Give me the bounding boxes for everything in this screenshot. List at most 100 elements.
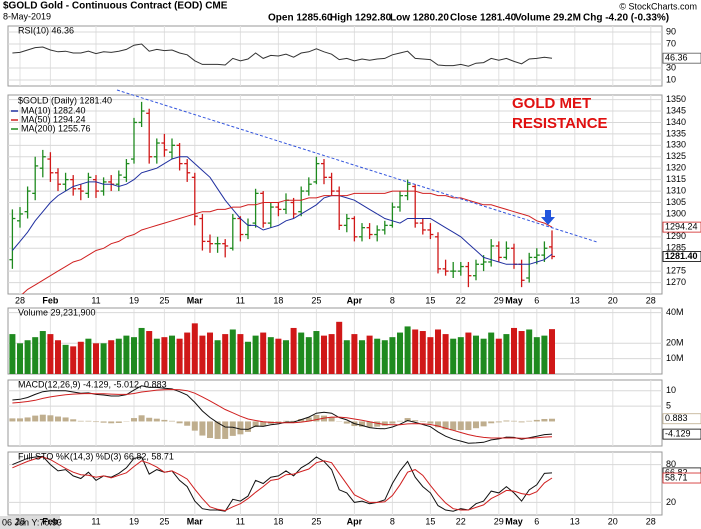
histogram-bar — [435, 421, 441, 428]
volume-bar — [495, 338, 502, 374]
x-tick-label: Mar — [187, 295, 204, 305]
y-tick-label: 1275 — [666, 266, 686, 276]
histogram-bar — [237, 421, 244, 435]
histogram-bar — [229, 421, 236, 436]
plot-area — [9, 321, 555, 374]
y-tick-label: 10 — [666, 74, 676, 84]
quote-item: High 1292.80 — [330, 13, 392, 24]
legend-entry: MA(10) 1282.40 — [21, 105, 86, 115]
series-line — [21, 190, 553, 294]
volume-bar — [328, 334, 335, 374]
volume-bar — [518, 331, 525, 374]
histogram-bar — [511, 420, 517, 422]
histogram-bar — [9, 418, 16, 422]
y-tick-label: 80 — [666, 459, 676, 469]
panel-frame — [7, 379, 663, 447]
plot-area — [9, 101, 555, 294]
volume-bar — [47, 334, 54, 374]
volume-bar — [336, 321, 343, 374]
histogram-bar — [138, 415, 145, 422]
volume-bar — [146, 331, 153, 374]
x-tick-label: 8 — [390, 295, 395, 305]
volume-bar — [526, 329, 533, 374]
x-tick-label: 28 — [646, 295, 656, 305]
y-tick-label: 1290 — [666, 231, 686, 241]
y-tick-label: 1315 — [666, 174, 686, 184]
histogram-bar — [214, 421, 221, 439]
histogram-bar — [191, 421, 198, 431]
value-box — [662, 472, 701, 484]
histogram-bar — [404, 418, 411, 422]
volume-bar — [549, 329, 555, 374]
histogram-bar — [184, 421, 191, 426]
x-tick-label: 25 — [159, 516, 169, 526]
volume-bar — [473, 335, 479, 374]
histogram-bar — [161, 419, 168, 422]
value-box-label: 66.82 — [665, 467, 688, 477]
readout-box — [0, 516, 60, 529]
volume-bar — [260, 332, 267, 374]
volume-bar — [62, 344, 69, 374]
x-tick-label: May — [505, 516, 523, 526]
histogram-bar — [115, 421, 122, 423]
value-box — [662, 251, 701, 262]
legend-entry: MA(50) 1294.24 — [21, 114, 86, 124]
volume-bar — [305, 337, 312, 374]
x-tick-label: 25 — [159, 295, 169, 305]
volume-bar — [17, 343, 23, 374]
histogram-bar — [131, 418, 137, 422]
series-line — [12, 456, 553, 512]
histogram-bar — [93, 421, 99, 423]
plot-area — [12, 455, 553, 512]
histogram-bar — [465, 421, 472, 431]
volume-bar — [412, 329, 419, 374]
histogram-bar — [47, 415, 54, 422]
x-tick-label: Feb — [42, 295, 59, 305]
series-line — [12, 388, 553, 439]
histogram-bar — [488, 421, 495, 424]
histogram-bar — [222, 421, 229, 439]
volume-bar — [138, 327, 145, 374]
y-tick-label: 1270 — [666, 277, 686, 287]
histogram-bar — [290, 420, 297, 422]
y-tick-label: 1300 — [666, 208, 686, 218]
x-tick-label: 25 — [311, 516, 321, 526]
volume-bar — [55, 340, 61, 374]
volume-bar — [267, 337, 274, 374]
y-tick-label: 90 — [666, 26, 676, 36]
volume-bar — [343, 340, 350, 374]
volume-bar — [199, 335, 206, 374]
histogram-bar — [427, 421, 434, 424]
quote-item: Volume 29.2M — [515, 13, 581, 24]
panel-title: $GOLD (Daily) 1281.40 — [18, 95, 112, 105]
volume-bar — [275, 338, 282, 374]
volume-bar — [77, 341, 84, 374]
x-tick-label: 25 — [311, 295, 321, 305]
value-box — [662, 413, 701, 425]
x-tick-label: Apr — [347, 295, 363, 305]
x-tick-label: 8 — [390, 516, 395, 526]
x-tick-label: 28 — [15, 516, 25, 526]
volume-bar — [313, 331, 320, 374]
quote-item: Low 1280.20 — [390, 13, 449, 24]
volume-bar — [70, 346, 77, 374]
volume-bar — [419, 331, 426, 374]
histogram-bar — [199, 421, 206, 436]
y-tick-label: 40M — [666, 307, 684, 317]
volume-bar — [541, 335, 548, 374]
volume-bar — [298, 332, 305, 374]
histogram-bar — [450, 421, 457, 431]
histogram-bar — [533, 419, 540, 422]
value-box-label: -4.129 — [665, 428, 691, 438]
x-tick-label: 29 — [494, 295, 504, 305]
x-tick-label: 18 — [273, 295, 283, 305]
panel-title: Volume 29,231,900 — [18, 307, 96, 317]
histogram-bar — [412, 420, 419, 422]
histogram-bar — [55, 416, 61, 422]
trendline — [116, 89, 598, 243]
histogram-bar — [328, 417, 335, 422]
plot-area — [12, 43, 553, 67]
x-tick-label: 20 — [608, 295, 618, 305]
volume-bar — [191, 323, 198, 374]
volume-bar — [115, 338, 122, 374]
